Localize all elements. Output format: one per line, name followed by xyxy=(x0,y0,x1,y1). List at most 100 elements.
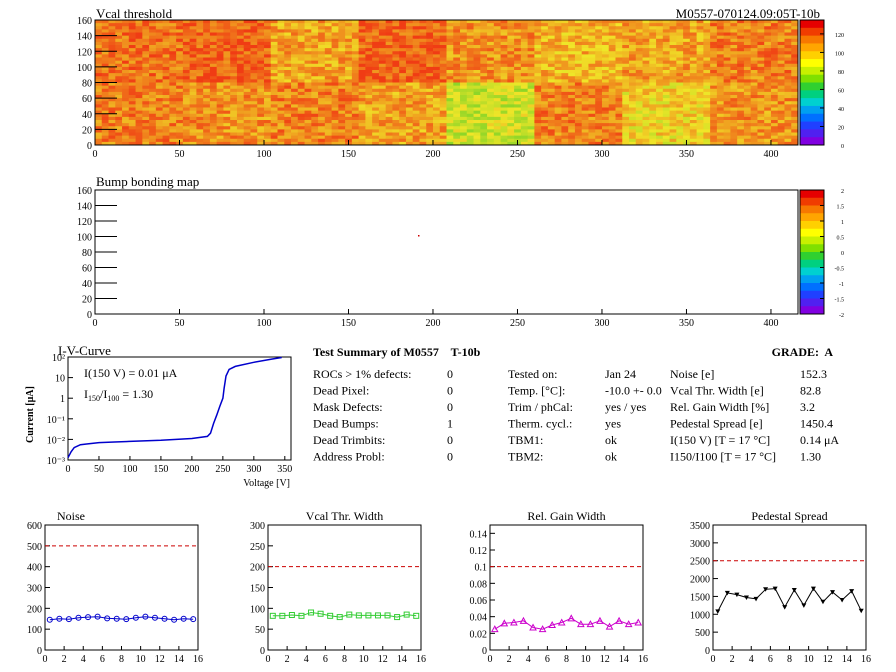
map-cell xyxy=(426,116,434,121)
map-cell xyxy=(487,35,495,40)
map-cell xyxy=(770,132,779,137)
map-cell xyxy=(622,70,630,74)
map-cell xyxy=(534,20,542,24)
map-cell xyxy=(155,45,163,49)
x-tick-label: 0 xyxy=(488,654,493,665)
map-cell xyxy=(405,35,414,40)
map-cell xyxy=(115,129,123,133)
map-cell xyxy=(581,32,589,37)
map-cell xyxy=(419,41,427,46)
map-cell xyxy=(635,57,643,62)
map-cell xyxy=(696,141,704,145)
map-cell xyxy=(243,141,251,145)
map-cell xyxy=(723,63,731,68)
map-cell xyxy=(169,120,177,124)
map-cell xyxy=(588,38,596,43)
map-cell xyxy=(770,63,779,68)
map-cell xyxy=(716,76,725,80)
map-cell xyxy=(595,48,603,52)
map-cell xyxy=(338,29,346,33)
map-cell xyxy=(365,35,373,40)
map-cell xyxy=(649,29,657,33)
map-cell xyxy=(460,41,468,46)
map-cell xyxy=(460,129,468,133)
map-cell xyxy=(142,63,150,68)
map-cell xyxy=(95,73,103,77)
map-cell xyxy=(730,126,738,130)
map-cell xyxy=(730,48,738,52)
map-cell xyxy=(203,45,211,49)
map-cell xyxy=(487,70,495,74)
map-cell xyxy=(500,82,508,87)
map-cell xyxy=(230,88,238,93)
map-cell xyxy=(770,116,779,121)
map-cell xyxy=(649,129,657,133)
map-cell xyxy=(209,73,218,77)
map-cell xyxy=(669,41,677,46)
map-cell xyxy=(297,23,305,27)
map-cell xyxy=(568,135,576,140)
map-cell xyxy=(750,73,758,77)
map-cell xyxy=(351,141,360,145)
map-cell xyxy=(716,107,725,112)
map-cell xyxy=(176,126,184,130)
map-cell xyxy=(493,45,501,49)
map-cell xyxy=(419,123,427,127)
map-cell xyxy=(149,113,157,118)
map-cell xyxy=(263,107,272,112)
map-cell xyxy=(101,66,109,71)
map-cell xyxy=(399,57,407,62)
map-cell xyxy=(162,101,170,105)
map-cell xyxy=(764,113,772,118)
map-cell xyxy=(642,57,650,62)
map-cell xyxy=(703,98,711,102)
map-cell xyxy=(324,57,332,62)
map-cell xyxy=(122,32,130,37)
map-cell xyxy=(743,88,752,93)
map-cell xyxy=(615,95,623,99)
map-cell xyxy=(189,45,197,49)
map-cell xyxy=(284,45,292,49)
map-cell xyxy=(716,110,725,115)
map-cell xyxy=(480,132,488,137)
map-cell xyxy=(581,70,589,74)
map-cell xyxy=(453,29,461,33)
map-cell xyxy=(466,82,474,87)
map-cell xyxy=(358,88,366,93)
map-cell xyxy=(770,73,779,77)
map-cell xyxy=(378,116,387,121)
map-cell xyxy=(426,60,434,65)
map-cell xyxy=(534,54,542,58)
colorbar-tick-label: 20 xyxy=(838,125,844,131)
map-cell xyxy=(520,35,529,40)
map-cell xyxy=(466,141,474,145)
map-cell xyxy=(135,91,143,96)
map-cell xyxy=(662,107,670,112)
map-cell xyxy=(561,82,569,87)
map-cell xyxy=(635,73,643,77)
map-cell xyxy=(162,88,170,93)
map-cell xyxy=(453,141,461,145)
map-cell xyxy=(365,88,373,93)
map-cell xyxy=(595,41,603,46)
map-cell xyxy=(757,135,765,140)
map-cell xyxy=(169,138,177,143)
map-cell xyxy=(541,120,549,124)
map-cell xyxy=(723,26,731,30)
x-tick-label: 4 xyxy=(304,654,309,665)
map-cell xyxy=(710,63,718,68)
map-cell xyxy=(372,54,380,58)
map-cell xyxy=(500,26,508,30)
x-tick-label: 12 xyxy=(823,654,833,665)
map-cell xyxy=(365,66,373,71)
map-cell xyxy=(392,57,400,62)
map-cell xyxy=(162,20,170,24)
map-cell xyxy=(115,32,123,37)
map-cell xyxy=(764,141,772,145)
map-cell xyxy=(230,23,238,27)
map-cell xyxy=(669,73,677,77)
map-cell xyxy=(689,29,698,33)
map-cell xyxy=(270,54,278,58)
map-cell xyxy=(446,95,454,99)
map-cell xyxy=(270,23,278,27)
